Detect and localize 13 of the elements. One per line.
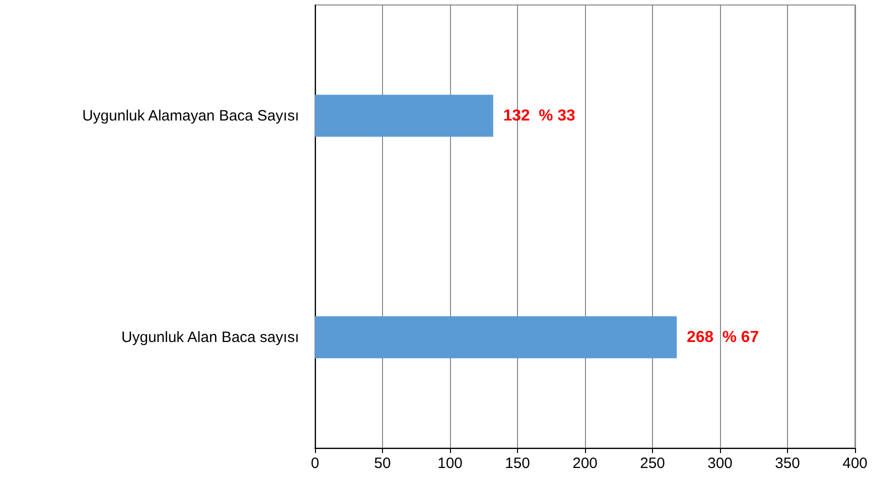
- x-tick-label: 400: [842, 455, 868, 472]
- x-tick-label: 300: [707, 455, 733, 472]
- x-tick-label: 250: [640, 455, 666, 472]
- y-tick-label: Uygunluk Alan Baca sayısı: [121, 328, 299, 346]
- x-tick-label: 100: [437, 455, 463, 472]
- x-tick-label: 150: [504, 455, 530, 472]
- data-label: 268 % 67: [686, 328, 759, 346]
- x-tick-label: 0: [310, 455, 320, 472]
- y-tick-label: Uygunluk Alamayan Baca Sayısı: [82, 107, 299, 124]
- x-tick-label: 200: [572, 455, 598, 472]
- x-tick-label: 50: [374, 455, 391, 472]
- x-tick-label: 350: [774, 455, 800, 472]
- data-label: 132 % 33: [503, 107, 576, 124]
